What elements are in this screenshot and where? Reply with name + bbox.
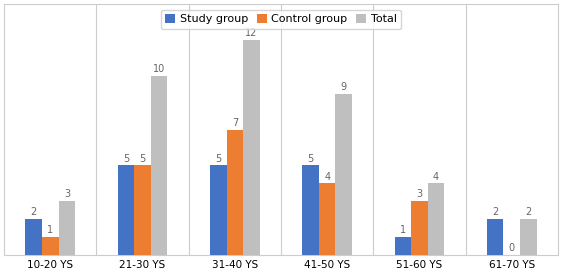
Bar: [151, 76, 167, 255]
Bar: [395, 237, 411, 255]
Bar: [42, 237, 58, 255]
Text: 7: 7: [232, 118, 238, 128]
Text: 12: 12: [245, 28, 257, 38]
Text: 4: 4: [324, 172, 330, 181]
Bar: [520, 219, 537, 255]
Text: 2: 2: [30, 207, 37, 217]
Text: 5: 5: [215, 154, 221, 164]
Text: 3: 3: [416, 189, 423, 199]
Text: 1: 1: [400, 225, 406, 235]
Bar: [302, 165, 319, 255]
Bar: [243, 40, 260, 255]
Bar: [58, 201, 75, 255]
Text: 5: 5: [139, 154, 146, 164]
Bar: [25, 219, 42, 255]
Text: 3: 3: [64, 189, 70, 199]
Bar: [210, 165, 226, 255]
Text: 4: 4: [433, 172, 439, 181]
Text: 0: 0: [509, 243, 515, 253]
Bar: [319, 183, 336, 255]
Text: 9: 9: [341, 82, 347, 92]
Bar: [487, 219, 504, 255]
Text: 10: 10: [153, 64, 165, 74]
Bar: [226, 130, 243, 255]
Bar: [411, 201, 428, 255]
Bar: [336, 94, 352, 255]
Text: 2: 2: [525, 207, 532, 217]
Legend: Study group, Control group, Total: Study group, Control group, Total: [161, 10, 401, 29]
Text: 2: 2: [492, 207, 498, 217]
Text: 5: 5: [123, 154, 129, 164]
Text: 5: 5: [307, 154, 314, 164]
Bar: [134, 165, 151, 255]
Bar: [428, 183, 445, 255]
Bar: [117, 165, 134, 255]
Text: 1: 1: [47, 225, 53, 235]
